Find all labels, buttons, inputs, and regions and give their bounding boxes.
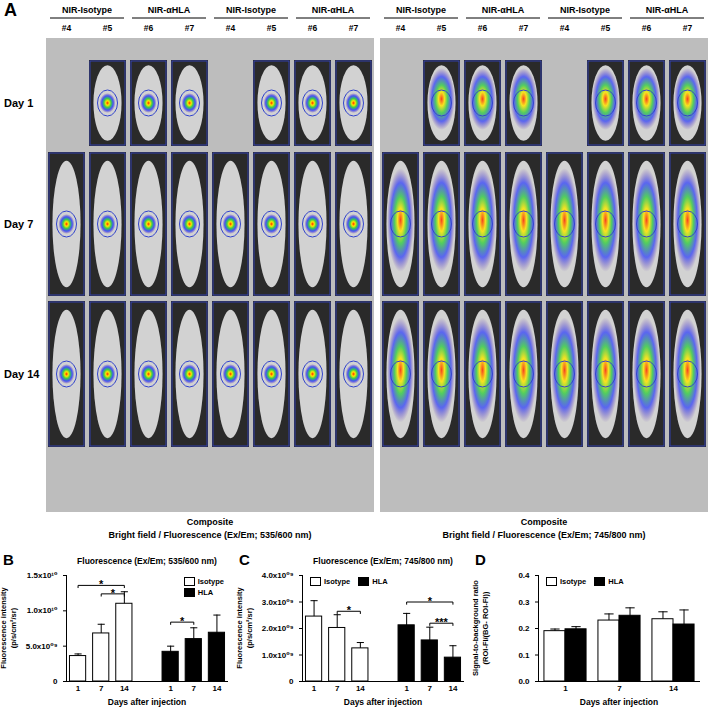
svg-text:0.4: 0.4 xyxy=(518,571,530,580)
svg-text:NIR-Isotype: NIR-Isotype xyxy=(560,5,610,15)
svg-text:Bright field / Fluorescence (E: Bright field / Fluorescence (Ex/Em; 535/… xyxy=(108,530,311,540)
svg-text:A: A xyxy=(4,0,17,20)
svg-text:Bright field / Fluorescence (E: Bright field / Fluorescence (Ex/Em; 745/… xyxy=(442,530,645,540)
svg-text:1: 1 xyxy=(404,684,409,693)
svg-text:1.0x10⁰⁹: 1.0x10⁰⁹ xyxy=(262,651,294,660)
svg-text:14: 14 xyxy=(356,684,365,693)
html-text:Fluorescence (Ex/Em; 535/600 n: Fluorescence (Ex/Em; 535/600 nm) xyxy=(77,556,217,566)
svg-text:1.5x10¹⁰: 1.5x10¹⁰ xyxy=(27,571,58,580)
html-text:B: B xyxy=(3,551,14,568)
svg-text:7: 7 xyxy=(617,684,622,693)
svg-text:Day 1: Day 1 xyxy=(4,97,33,109)
svg-text:0.3: 0.3 xyxy=(518,598,530,607)
svg-text:NIR-αHLA: NIR-αHLA xyxy=(312,5,355,15)
svg-text:NIR-αHLA: NIR-αHLA xyxy=(148,5,191,15)
svg-text:1: 1 xyxy=(168,684,173,693)
svg-text:Composite: Composite xyxy=(521,517,568,527)
html-text:Signal-to-background ratio (RO: Signal-to-background ratio (ROI-FI/(BG- … xyxy=(471,580,490,676)
svg-text:#5: #5 xyxy=(437,23,447,33)
svg-text:#7: #7 xyxy=(519,23,529,33)
svg-text:*: * xyxy=(347,604,352,616)
html-text:Fluorescence intensity (p/s/cm: Fluorescence intensity (p/s/cm²/sr) xyxy=(0,587,18,669)
svg-text:***: *** xyxy=(435,616,449,628)
svg-text:Day 14: Day 14 xyxy=(4,368,40,380)
svg-text:#4: #4 xyxy=(396,23,406,33)
svg-text:14: 14 xyxy=(669,684,678,693)
html-text:Days after injection: Days after injection xyxy=(343,697,423,707)
svg-text:#4: #4 xyxy=(560,23,570,33)
svg-text:NIR-αHLA: NIR-αHLA xyxy=(482,5,525,15)
html-text:HLA: HLA xyxy=(197,588,214,597)
svg-text:#5: #5 xyxy=(267,23,277,33)
svg-text:7: 7 xyxy=(428,684,433,693)
svg-text:1: 1 xyxy=(563,684,568,693)
html-text:D: D xyxy=(475,551,486,568)
html-text:Isotype: Isotype xyxy=(197,577,224,586)
svg-text:#4: #4 xyxy=(226,23,236,33)
svg-text:7: 7 xyxy=(335,684,340,693)
svg-text:1.0x10¹⁰: 1.0x10¹⁰ xyxy=(27,606,58,615)
svg-text:#6: #6 xyxy=(478,23,488,33)
svg-text:7: 7 xyxy=(99,684,104,693)
svg-text:#7: #7 xyxy=(683,23,693,33)
svg-text:*: * xyxy=(111,587,116,599)
svg-text:#6: #6 xyxy=(642,23,652,33)
html-text:HLA: HLA xyxy=(608,577,624,586)
svg-text:#5: #5 xyxy=(103,23,113,33)
svg-text:#5: #5 xyxy=(601,23,611,33)
svg-text:1: 1 xyxy=(312,684,317,693)
svg-text:Composite: Composite xyxy=(187,517,234,527)
svg-text:#4: #4 xyxy=(62,23,72,33)
svg-text:14: 14 xyxy=(120,684,129,693)
html-text:Isotype: Isotype xyxy=(324,577,351,586)
svg-text:#7: #7 xyxy=(349,23,359,33)
svg-text:0.0: 0.0 xyxy=(518,677,530,686)
svg-text:7: 7 xyxy=(192,684,197,693)
svg-text:4.0x10⁰⁹: 4.0x10⁰⁹ xyxy=(262,571,294,580)
svg-text:0.2: 0.2 xyxy=(518,624,530,633)
svg-text:NIR-Isotype: NIR-Isotype xyxy=(396,5,446,15)
svg-text:*: * xyxy=(99,578,104,590)
html-text:Isotype: Isotype xyxy=(560,577,587,586)
html-text:C: C xyxy=(239,551,250,568)
svg-text:NIR-αHLA: NIR-αHLA xyxy=(646,5,689,15)
svg-text:#6: #6 xyxy=(308,23,318,33)
svg-text:1: 1 xyxy=(76,684,81,693)
svg-text:*: * xyxy=(180,615,185,627)
svg-text:#7: #7 xyxy=(185,23,195,33)
svg-text:0.1: 0.1 xyxy=(518,651,530,660)
svg-text:NIR-Isotype: NIR-Isotype xyxy=(226,5,276,15)
svg-text:#6: #6 xyxy=(144,23,154,33)
svg-text:0: 0 xyxy=(53,677,58,686)
svg-text:14: 14 xyxy=(212,684,221,693)
svg-text:2.0x10⁰⁹: 2.0x10⁰⁹ xyxy=(262,624,294,633)
svg-text:5.0x10⁰⁹: 5.0x10⁰⁹ xyxy=(26,642,58,651)
html-text:Days after injection: Days after injection xyxy=(107,697,187,707)
html-text:Fluorescence (Ex/Em; 745/800 n: Fluorescence (Ex/Em; 745/800 nm) xyxy=(313,556,453,566)
svg-text:3.0x10⁰⁹: 3.0x10⁰⁹ xyxy=(262,598,294,607)
svg-text:0: 0 xyxy=(289,677,294,686)
svg-text:*: * xyxy=(428,595,433,607)
html-text:Days after injection: Days after injection xyxy=(579,697,659,707)
html-text:HLA: HLA xyxy=(372,577,388,586)
svg-text:14: 14 xyxy=(448,684,457,693)
html-text:Fluorescence intensity (p/s/cm: Fluorescence intensity (p/s/cm²/sr) xyxy=(235,587,254,669)
svg-text:Day 7: Day 7 xyxy=(4,218,33,230)
svg-text:NIR-Isotype: NIR-Isotype xyxy=(62,5,112,15)
